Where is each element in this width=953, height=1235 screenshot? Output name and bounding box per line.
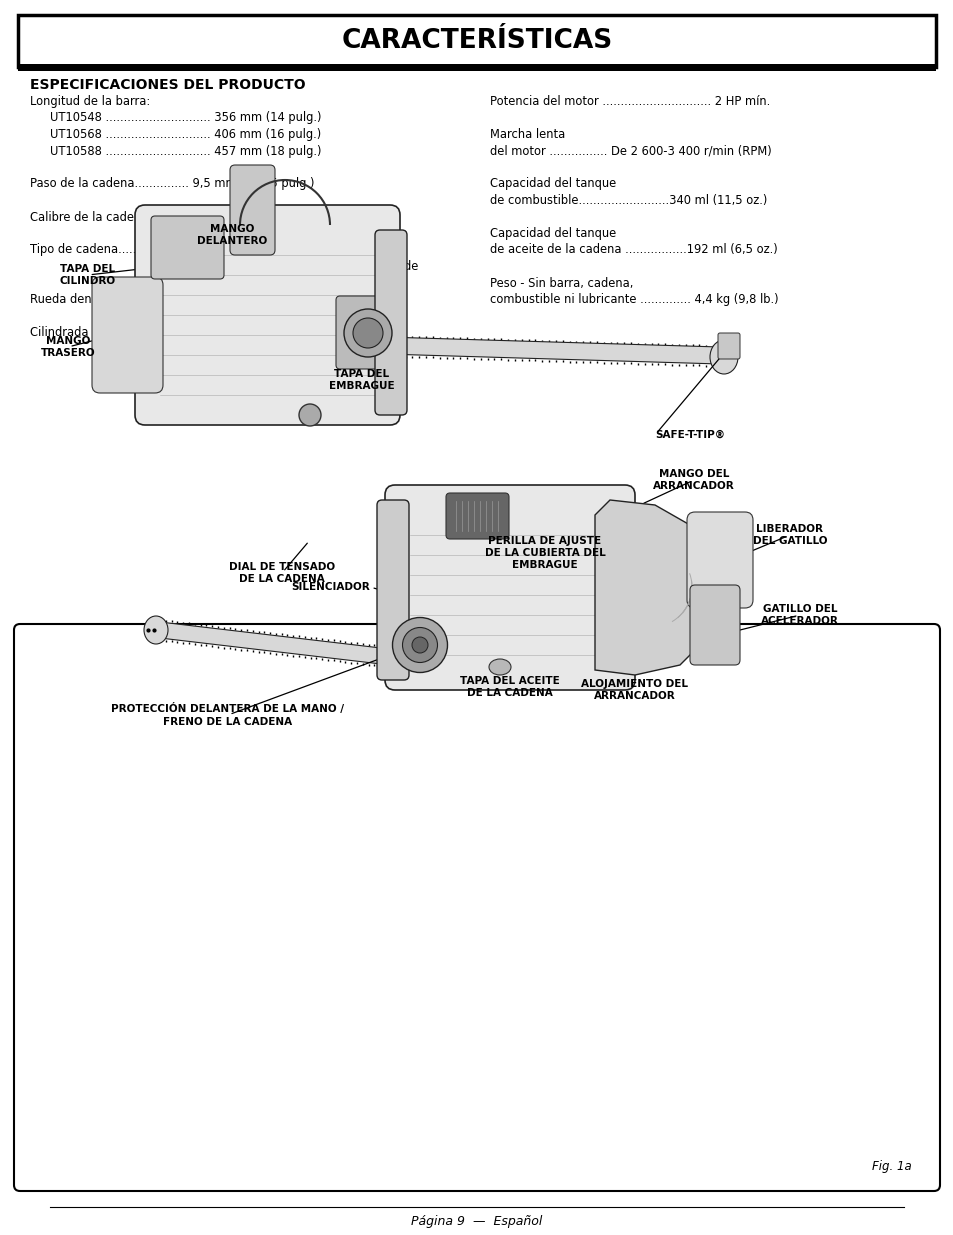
- Text: UT10568 ............................. 406 mm (16 pulg.): UT10568 ............................. 40…: [50, 128, 321, 141]
- Text: ALOJAMIENTO DEL
ARRANCADOR: ALOJAMIENTO DEL ARRANCADOR: [581, 679, 688, 701]
- FancyBboxPatch shape: [14, 624, 939, 1191]
- FancyBboxPatch shape: [385, 485, 635, 690]
- Text: Marcha lenta: Marcha lenta: [490, 128, 565, 141]
- Text: Tipo de cadena................... Dientes de bajo perfil: Tipo de cadena................... Diente…: [30, 243, 314, 257]
- Text: TAPA DEL
EMBRAGUE: TAPA DEL EMBRAGUE: [329, 369, 395, 391]
- Text: MANGO DEL
ARRANCADOR: MANGO DEL ARRANCADOR: [653, 469, 734, 492]
- Text: UT10548 ............................. 356 mm (14 pulg.): UT10548 ............................. 35…: [50, 111, 321, 125]
- Text: PERILLA DE AJUSTE
DE LA CUBIERTA DEL
EMBRAGUE: PERILLA DE AJUSTE DE LA CUBIERTA DEL EMB…: [484, 536, 605, 571]
- Bar: [18, 64, 935, 70]
- Text: ESPECIFICACIONES DEL PRODUCTO: ESPECIFICACIONES DEL PRODUCTO: [30, 78, 305, 91]
- Text: TAPA DEL
CILINDRO: TAPA DEL CILINDRO: [60, 264, 116, 287]
- FancyBboxPatch shape: [718, 333, 740, 359]
- Text: combustible ni lubricante .............. 4,4 kg (9,8 lb.): combustible ni lubricante ..............…: [490, 293, 778, 306]
- Text: SILENCIADOR: SILENCIADOR: [291, 582, 370, 592]
- FancyBboxPatch shape: [689, 585, 740, 664]
- Text: del motor ................ De 2 600-3 400 r/min (RPM): del motor ................ De 2 600-3 40…: [490, 144, 771, 158]
- FancyBboxPatch shape: [151, 216, 224, 279]
- Ellipse shape: [344, 309, 392, 357]
- Text: Capacidad del tanque: Capacidad del tanque: [490, 178, 616, 190]
- Polygon shape: [160, 622, 415, 668]
- FancyBboxPatch shape: [686, 513, 752, 608]
- Ellipse shape: [392, 618, 447, 673]
- Ellipse shape: [353, 317, 382, 348]
- FancyBboxPatch shape: [135, 205, 399, 425]
- Text: LIBERADOR
DEL GATILLO: LIBERADOR DEL GATILLO: [752, 524, 826, 546]
- FancyBboxPatch shape: [446, 493, 509, 538]
- Polygon shape: [385, 337, 720, 364]
- Text: Longitud de la barra:: Longitud de la barra:: [30, 95, 150, 107]
- FancyBboxPatch shape: [376, 500, 409, 680]
- Text: UT10588 ............................. 457 mm (18 pulg.): UT10588 ............................. 45…: [50, 144, 321, 158]
- FancyBboxPatch shape: [230, 165, 274, 254]
- Ellipse shape: [144, 616, 168, 643]
- Text: MANGO
TRASERO: MANGO TRASERO: [41, 336, 95, 358]
- Text: MANGO
DELANTERO: MANGO DELANTERO: [196, 224, 267, 246]
- Polygon shape: [595, 500, 720, 676]
- Text: Página 9  —  Español: Página 9 — Español: [411, 1214, 542, 1228]
- Text: PROTECCIÓN DELANTERA DE LA MANO /
FRENO DE LA CADENA: PROTECCIÓN DELANTERA DE LA MANO / FRENO …: [112, 703, 344, 726]
- Text: Cilindrada del motor.................................... 42 cc: Cilindrada del motor....................…: [30, 326, 312, 338]
- Text: Capacidad del tanque: Capacidad del tanque: [490, 227, 616, 240]
- Text: SAFE-T-TIP®: SAFE-T-TIP®: [655, 430, 724, 440]
- Ellipse shape: [489, 659, 511, 676]
- Text: GATILLO DEL
ACELERADOR: GATILLO DEL ACELERADOR: [760, 604, 838, 626]
- Text: Rueda dentada de impulsión .......... De 6 dientes: Rueda dentada de impulsión .......... De…: [30, 293, 312, 306]
- Text: de garganta ancha grande: de garganta ancha grande: [265, 261, 418, 273]
- Ellipse shape: [412, 637, 428, 653]
- Text: Fig. 1a: Fig. 1a: [871, 1160, 911, 1173]
- Text: CARACTERÍSTICAS: CARACTERÍSTICAS: [341, 28, 612, 54]
- Bar: [18, 15, 935, 67]
- Text: DIAL DE TENSADO
DE LA CADENA: DIAL DE TENSADO DE LA CADENA: [229, 562, 335, 584]
- FancyBboxPatch shape: [91, 277, 163, 393]
- Text: Calibre de la cadena.......... 1,27 mm (0,050 pulg.): Calibre de la cadena.......... 1,27 mm (…: [30, 210, 317, 224]
- Text: Paso de la cadena............... 9,5 mm (0,375 pulg.): Paso de la cadena............... 9,5 mm …: [30, 178, 314, 190]
- FancyBboxPatch shape: [375, 230, 407, 415]
- Ellipse shape: [709, 340, 738, 374]
- Text: de aceite de la cadena .................192 ml (6,5 oz.): de aceite de la cadena .................…: [490, 243, 777, 257]
- Text: TAPA DEL ACEITE
DE LA CADENA: TAPA DEL ACEITE DE LA CADENA: [459, 676, 559, 698]
- FancyBboxPatch shape: [335, 296, 378, 369]
- Text: Potencia del motor .............................. 2 HP mín.: Potencia del motor .....................…: [490, 95, 769, 107]
- Ellipse shape: [402, 627, 437, 662]
- Text: Peso - Sin barra, cadena,: Peso - Sin barra, cadena,: [490, 277, 633, 289]
- Ellipse shape: [298, 404, 320, 426]
- Text: de combustible.........................340 ml (11,5 oz.): de combustible.........................3…: [490, 194, 766, 207]
